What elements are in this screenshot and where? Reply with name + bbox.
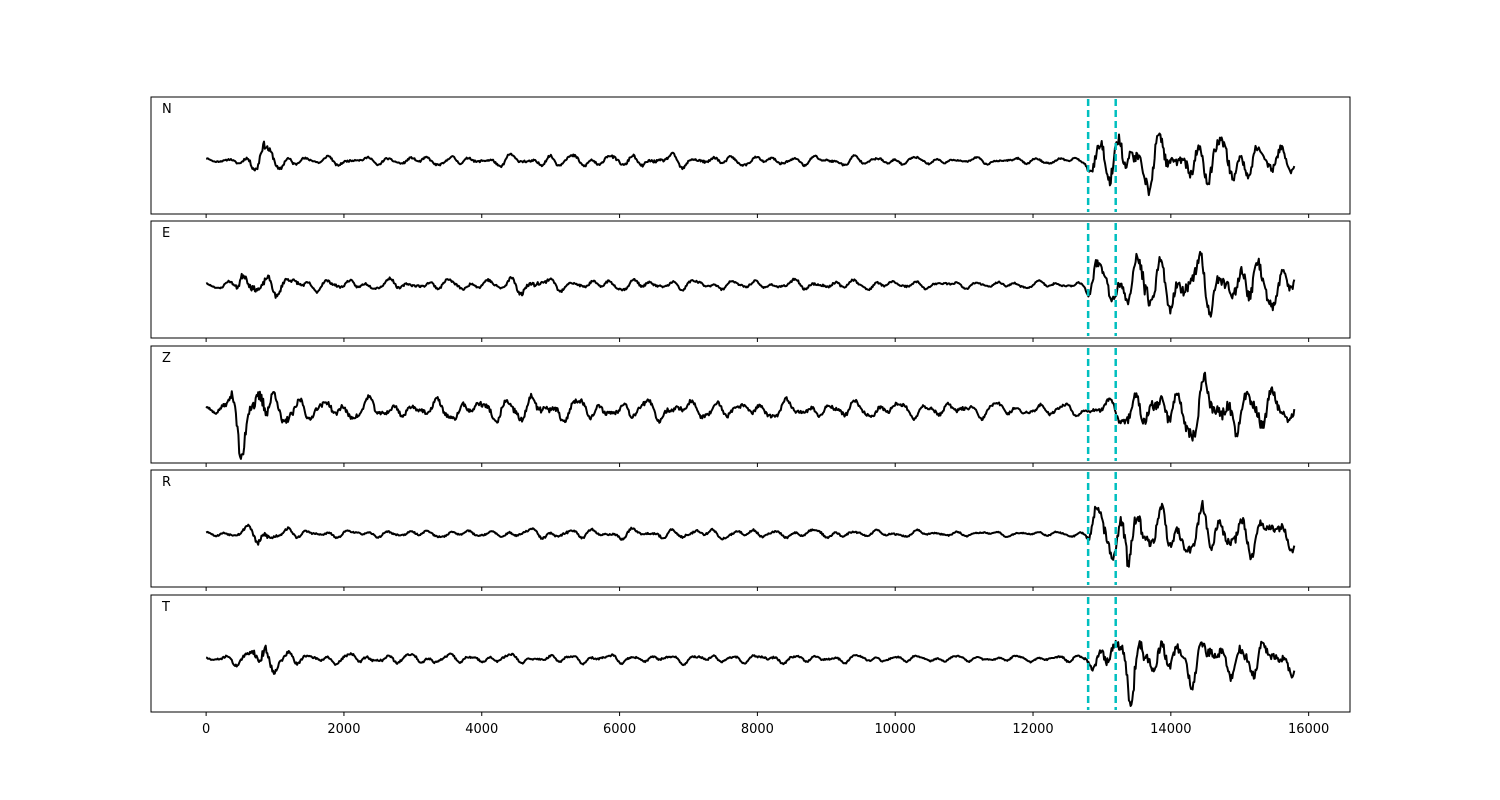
panel-t: T (150, 594, 1351, 716)
x-tick-label: 10000 (875, 722, 916, 737)
panel-r: R (150, 469, 1351, 591)
panel-label-z: Z (162, 351, 171, 366)
panels-group: N E Z R T (150, 96, 1351, 716)
x-tick-label: 0 (202, 722, 210, 737)
x-tick-label: 8000 (741, 722, 774, 737)
panel-e: E (150, 220, 1351, 342)
panel-label-e: E (162, 226, 170, 241)
trace-z (205, 371, 1296, 460)
panel-label-r: R (162, 475, 171, 490)
panel-label-n: N (162, 102, 172, 117)
panel-frame (150, 96, 1351, 215)
x-tick-label: 2000 (327, 722, 360, 737)
panel-frame (150, 594, 1351, 713)
x-tick-label: 12000 (1012, 722, 1053, 737)
x-tick-label: 6000 (603, 722, 636, 737)
panel-label-t: T (161, 600, 170, 615)
panel-frame (150, 469, 1351, 588)
x-tick-label: 14000 (1150, 722, 1191, 737)
panel-frame (150, 220, 1351, 339)
x-tick-label: 4000 (465, 722, 498, 737)
x-tick-label: 16000 (1288, 722, 1329, 737)
trace-n (206, 132, 1296, 197)
trace-e (205, 250, 1296, 318)
panel-z: Z (150, 345, 1351, 467)
x-axis: 0 2000 4000 6000 8000 10000 12000 14000 16000 (202, 722, 1329, 737)
trace-t (205, 639, 1296, 707)
panel-n: N (150, 96, 1351, 218)
trace-r (205, 499, 1296, 568)
panel-frame (150, 345, 1351, 464)
